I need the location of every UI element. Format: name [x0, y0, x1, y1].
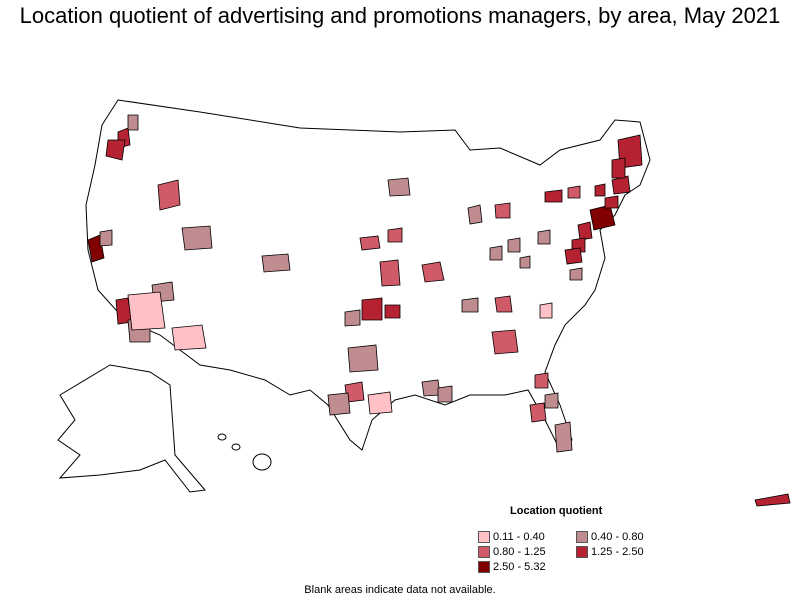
area-indianapolis — [489, 245, 503, 261]
area-portland — [105, 139, 126, 161]
area-memphis — [461, 297, 479, 313]
area-albany — [594, 183, 606, 197]
legend-item-3: 1.25 - 2.50 — [576, 546, 644, 560]
legend-item-4: 2.50 - 5.32 — [478, 561, 546, 575]
area-nashville — [494, 295, 513, 313]
area-orlando — [544, 392, 559, 409]
map-title: Location quotient of advertising and pro… — [19, 3, 781, 28]
area-phoenix — [127, 291, 166, 331]
area-tucson — [171, 324, 207, 351]
area-detroit — [494, 202, 511, 219]
legend-swatch-2 — [478, 546, 490, 559]
legend-swatch-0 — [478, 531, 490, 544]
area-cincinnati — [519, 255, 531, 269]
legend-item-2: 0.80 - 1.25 — [478, 546, 546, 560]
area-boise — [157, 179, 181, 211]
area-tulsa — [384, 304, 401, 319]
footnote: Blank areas indicate data not available. — [304, 584, 496, 596]
area-washington — [564, 247, 583, 265]
area-jacksonville — [534, 372, 549, 389]
legend-label-2: 0.80 - 1.25 — [493, 546, 546, 558]
area-buffalo — [544, 189, 563, 203]
area-kansas-city — [379, 259, 401, 287]
area-atlanta — [491, 329, 519, 355]
area-dallas — [347, 344, 379, 373]
legend-label-0: 0.11 - 0.40 — [493, 531, 545, 543]
area-denver — [261, 253, 291, 273]
alaska-outline — [57, 364, 206, 493]
area-minneapolis — [387, 177, 411, 197]
legend-swatch-1 — [576, 531, 588, 544]
area-charlotte — [539, 302, 553, 319]
legend-item-0: 0.11 - 0.40 — [478, 531, 545, 545]
legend-label-3: 1.25 - 2.50 — [591, 546, 644, 558]
area-puerto-rico — [754, 493, 791, 507]
legend-label-4: 2.50 - 5.32 — [493, 561, 546, 573]
area-san-antonio — [327, 392, 351, 416]
area-philadelphia — [577, 221, 593, 241]
area-new-orleans — [421, 379, 441, 397]
legend-item-1: 0.40 - 0.80 — [576, 531, 644, 545]
area-houston — [367, 391, 393, 415]
area-pittsburgh — [537, 229, 551, 245]
area-salt-lake — [181, 225, 213, 251]
area-tampa — [529, 402, 547, 423]
area-st-louis — [421, 261, 445, 283]
area-sacramento — [99, 229, 113, 247]
area-oklahoma-city — [361, 297, 383, 321]
hawaii-outline — [217, 433, 272, 471]
area-spokane — [127, 114, 139, 131]
area-miami — [554, 421, 573, 453]
area-columbus — [507, 237, 521, 253]
area-hartford — [604, 195, 619, 209]
legend-swatch-3 — [576, 546, 588, 559]
area-new-york — [589, 204, 616, 231]
area-new-hampshire — [611, 157, 626, 179]
area-baton-rouge — [437, 385, 453, 403]
area-des-moines — [387, 227, 403, 243]
area-rochester — [567, 185, 581, 199]
legend-title: Location quotient — [510, 505, 603, 517]
legend-swatch-4 — [478, 561, 490, 574]
area-omaha — [359, 235, 381, 251]
area-lubbock — [344, 309, 361, 327]
area-richmond — [569, 267, 583, 281]
area-chicago — [467, 204, 483, 225]
legend-label-1: 0.40 - 0.80 — [591, 531, 644, 543]
